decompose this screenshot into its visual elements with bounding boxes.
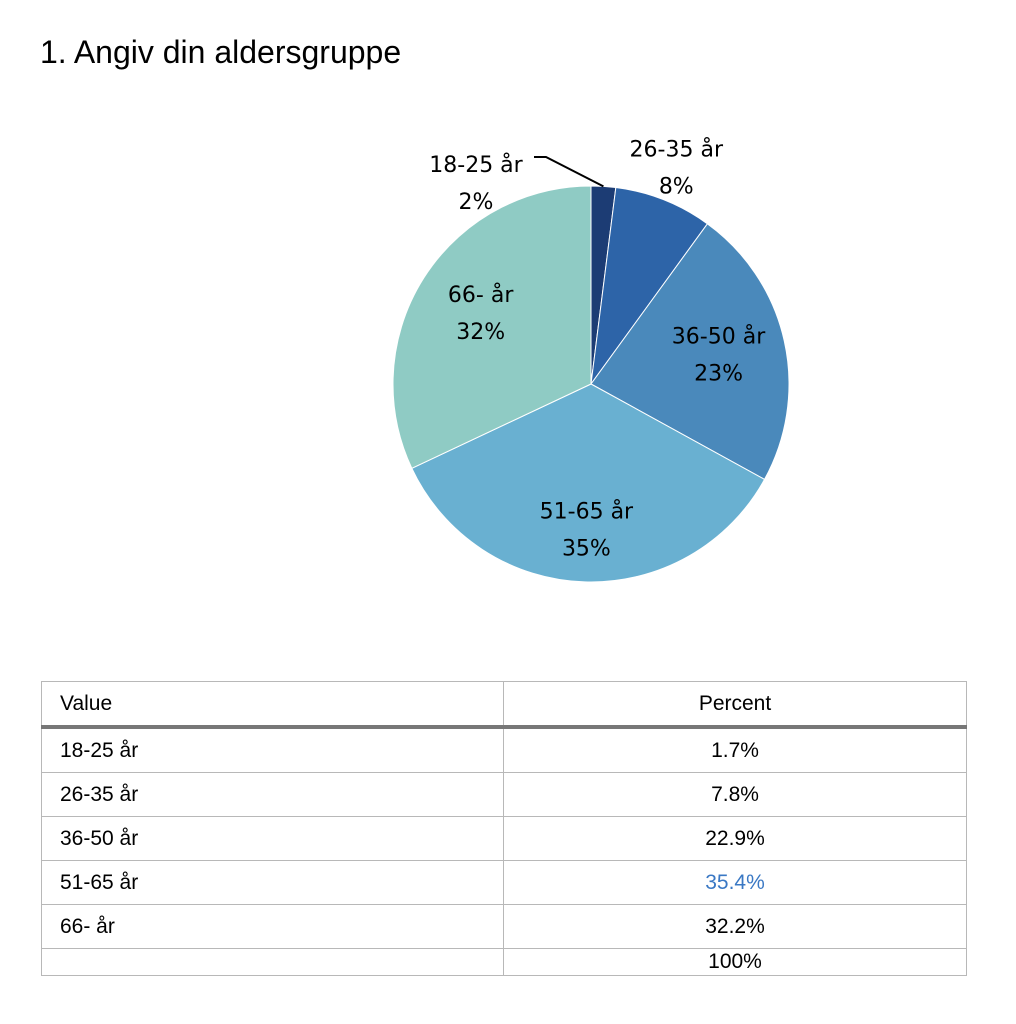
pie-slice bbox=[392, 185, 592, 469]
table-row: 18-25 år 1.7% bbox=[41, 726, 967, 773]
chart-title: 1. Angiv din aldersgruppe bbox=[40, 34, 402, 70]
percent-cell: 1.7% bbox=[503, 726, 967, 773]
value-cell: 36-50 år bbox=[41, 816, 504, 861]
table-row: 66- år 32.2% bbox=[41, 904, 967, 949]
table-row: 36-50 år 22.9% bbox=[41, 816, 967, 861]
table-body: 18-25 år 1.7% 26-35 år 7.8% 36-50 år 22.9% 51-… bbox=[41, 726, 967, 976]
slice-label: 18-25 år bbox=[429, 152, 523, 178]
slice-label: 36-50 år bbox=[672, 323, 766, 349]
header-row: Value Percent bbox=[41, 681, 967, 729]
value-cell: 66- år bbox=[41, 904, 504, 949]
pie-slice bbox=[590, 223, 790, 481]
slice-label: 51-65 år bbox=[540, 498, 634, 524]
slice-value-label: 23% bbox=[694, 361, 743, 386]
value-cell: 18-25 år bbox=[41, 726, 504, 773]
empty-cell bbox=[41, 948, 504, 976]
percent-cell: 35.4% bbox=[503, 860, 967, 905]
total-cell: 100% bbox=[503, 948, 967, 976]
percent-cell: 7.8% bbox=[503, 772, 967, 817]
percent-cell: 22.9% bbox=[503, 816, 967, 861]
pie-slice bbox=[590, 187, 709, 385]
table-row: 51-65 år 35.4% bbox=[41, 860, 967, 905]
value-cell: 26-35 år bbox=[41, 772, 504, 817]
slice-label: 26-35 år bbox=[630, 137, 724, 163]
slice-value-label: 35% bbox=[562, 536, 611, 561]
slice-value-label: 32% bbox=[456, 320, 505, 345]
slice-value-label: 2% bbox=[459, 190, 494, 215]
percent-cell: 32.2% bbox=[503, 904, 967, 949]
header-cell: Percent bbox=[503, 681, 967, 729]
table-row: 26-35 år 7.8% bbox=[41, 772, 967, 817]
slice-value-label: 8% bbox=[659, 175, 694, 200]
slice-label: 66- år bbox=[448, 282, 514, 308]
data-table: Value Percent 18-25 år 1.7% 26-35 år 7.8% 36… bbox=[41, 681, 967, 976]
header-cell: Value bbox=[41, 681, 504, 729]
total-row: 100% bbox=[41, 948, 967, 976]
leader-line bbox=[534, 156, 604, 188]
value-cell: 51-65 år bbox=[41, 860, 504, 905]
pie-chart: 18-25 år 2% 26-35 år 8% 36-50 år 23% 51-65 år 3… bbox=[392, 137, 790, 583]
pie-slice bbox=[411, 383, 766, 583]
